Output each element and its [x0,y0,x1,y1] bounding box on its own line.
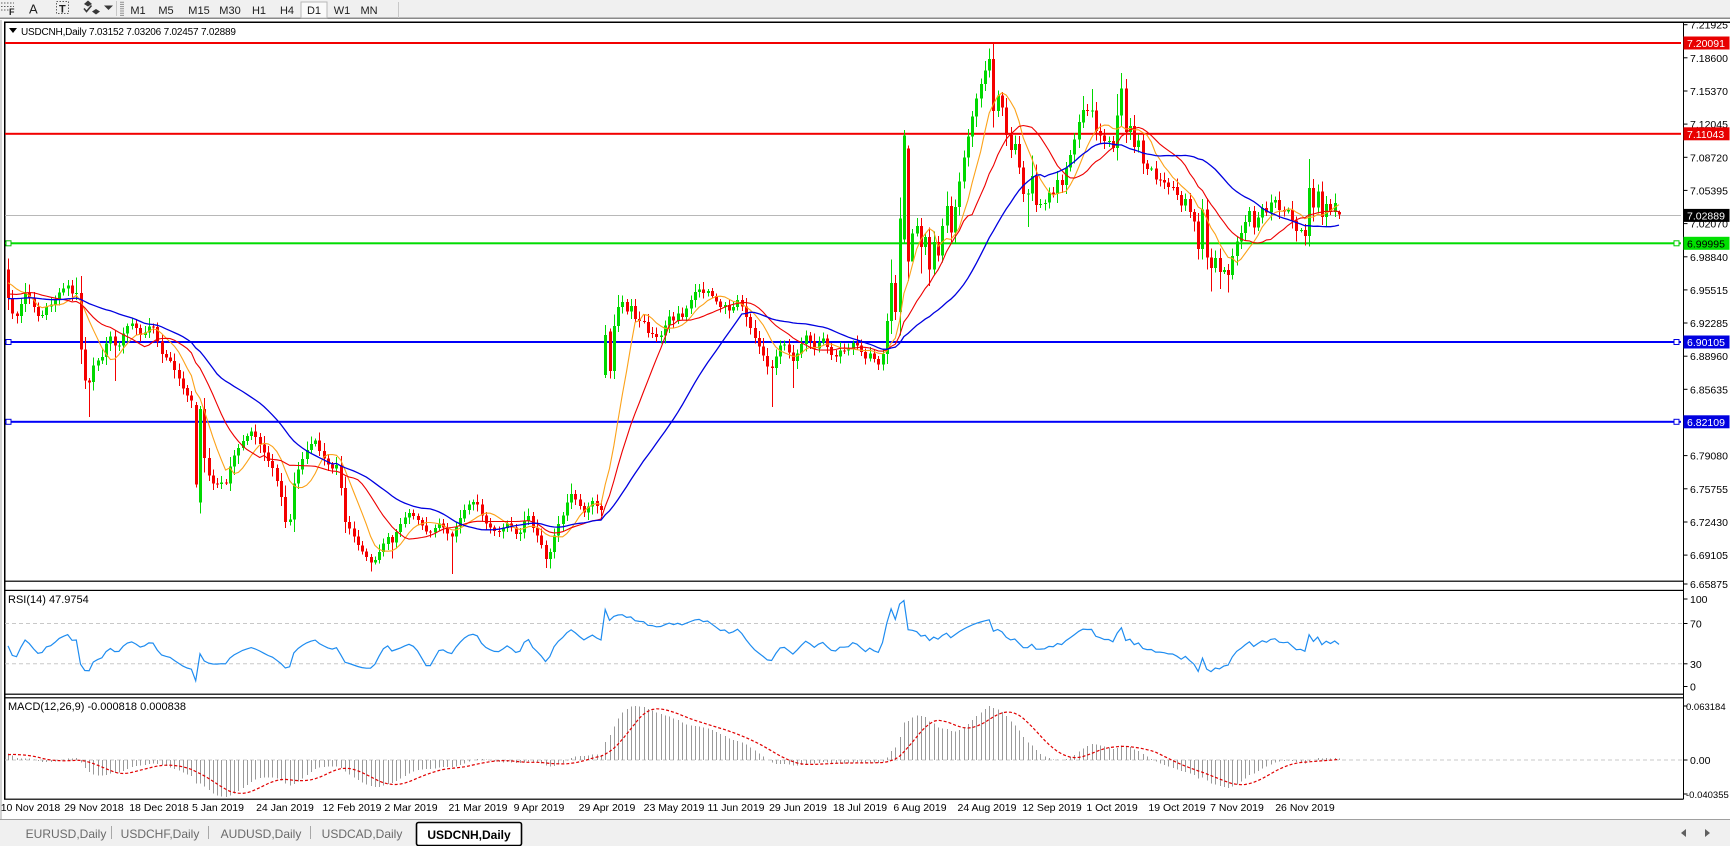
svg-text:7.08720: 7.08720 [1690,152,1728,164]
svg-text:-0.040355: -0.040355 [1686,790,1729,801]
svg-text:USDCNH,Daily: USDCNH,Daily [427,828,511,842]
svg-text:29 Jun 2019: 29 Jun 2019 [769,802,827,814]
svg-text:30: 30 [1690,659,1702,671]
svg-text:6.99995: 6.99995 [1687,238,1725,250]
svg-text:24 Jan 2019: 24 Jan 2019 [256,802,314,814]
svg-text:0.00: 0.00 [1690,755,1711,767]
svg-text:11 Jun 2019: 11 Jun 2019 [707,802,764,814]
svg-text:6.75755: 6.75755 [1690,484,1728,496]
svg-text:2 Mar 2019: 2 Mar 2019 [384,802,437,814]
svg-text:7.21925: 7.21925 [1690,20,1728,32]
svg-text:6.98840: 6.98840 [1690,252,1728,264]
svg-text:AUDUSD,Daily: AUDUSD,Daily [221,827,302,841]
svg-text:18 Jul 2019: 18 Jul 2019 [833,802,887,814]
svg-text:18 Dec 2018: 18 Dec 2018 [129,802,189,814]
svg-text:6.72430: 6.72430 [1690,517,1728,529]
svg-text:M15: M15 [188,5,209,17]
svg-text:MACD(12,26,9) -0.000818 0.0008: MACD(12,26,9) -0.000818 0.000838 [8,701,186,713]
svg-text:7.18600: 7.18600 [1690,53,1728,65]
svg-text:6.95515: 6.95515 [1690,285,1728,297]
svg-text:F: F [9,7,15,17]
svg-text:M30: M30 [219,5,240,17]
svg-text:7.20091: 7.20091 [1687,38,1725,50]
svg-text:7 Nov 2019: 7 Nov 2019 [1210,802,1264,814]
svg-text:12 Sep 2019: 12 Sep 2019 [1022,802,1082,814]
svg-text:70: 70 [1690,619,1702,631]
svg-text:6.88960: 6.88960 [1690,351,1728,363]
svg-text:7.02889: 7.02889 [1687,210,1725,222]
svg-text:5 Jan 2019: 5 Jan 2019 [192,802,244,814]
svg-text:USDCNH,Daily 7.03152 7.03206: USDCNH,Daily 7.03152 7.03206 7.02457 7.0… [21,27,236,38]
svg-text:6.82109: 6.82109 [1687,417,1725,429]
svg-text:0: 0 [1690,682,1696,694]
svg-text:6.69105: 6.69105 [1690,550,1728,562]
svg-text:6.65875: 6.65875 [1690,579,1728,591]
svg-text:D1: D1 [307,5,321,17]
svg-text:EURUSD,Daily: EURUSD,Daily [26,827,107,841]
svg-text:7.15370: 7.15370 [1690,86,1728,98]
svg-text:24 Aug 2019: 24 Aug 2019 [958,802,1017,814]
svg-text:12 Feb 2019: 12 Feb 2019 [323,802,382,814]
svg-text:9 Apr 2019: 9 Apr 2019 [514,802,565,814]
svg-text:26 Nov 2019: 26 Nov 2019 [1275,802,1335,814]
svg-text:USDCHF,Daily: USDCHF,Daily [121,827,200,841]
svg-text:6.85635: 6.85635 [1690,384,1728,396]
svg-text:M1: M1 [130,5,145,17]
svg-text:A: A [29,2,38,17]
svg-text:7.05395: 7.05395 [1690,185,1728,197]
svg-text:H4: H4 [280,5,294,17]
svg-text:10 Nov 2018: 10 Nov 2018 [1,802,61,814]
svg-text:6.92285: 6.92285 [1690,318,1728,330]
svg-text:M5: M5 [158,5,173,17]
svg-text:W1: W1 [334,5,351,17]
svg-text:29 Nov 2018: 29 Nov 2018 [64,802,124,814]
svg-text:T: T [59,4,66,16]
svg-text:23 May 2019: 23 May 2019 [644,802,705,814]
svg-text:MN: MN [360,5,377,17]
svg-text:H1: H1 [252,5,266,17]
svg-text:1 Oct 2019: 1 Oct 2019 [1086,802,1138,814]
svg-text:USDCAD,Daily: USDCAD,Daily [322,827,403,841]
svg-text:7.11043: 7.11043 [1687,129,1724,141]
svg-text:6 Aug 2019: 6 Aug 2019 [893,802,946,814]
svg-text:19 Oct 2019: 19 Oct 2019 [1148,802,1205,814]
svg-text:0.063184: 0.063184 [1686,702,1726,713]
svg-text:29 Apr 2019: 29 Apr 2019 [579,802,636,814]
svg-text:6.90105: 6.90105 [1687,337,1725,349]
svg-text:21 Mar 2019: 21 Mar 2019 [449,802,508,814]
svg-text:6.79080: 6.79080 [1690,451,1728,463]
svg-text:RSI(14) 47.9754: RSI(14) 47.9754 [8,594,89,606]
svg-text:100: 100 [1690,594,1708,606]
